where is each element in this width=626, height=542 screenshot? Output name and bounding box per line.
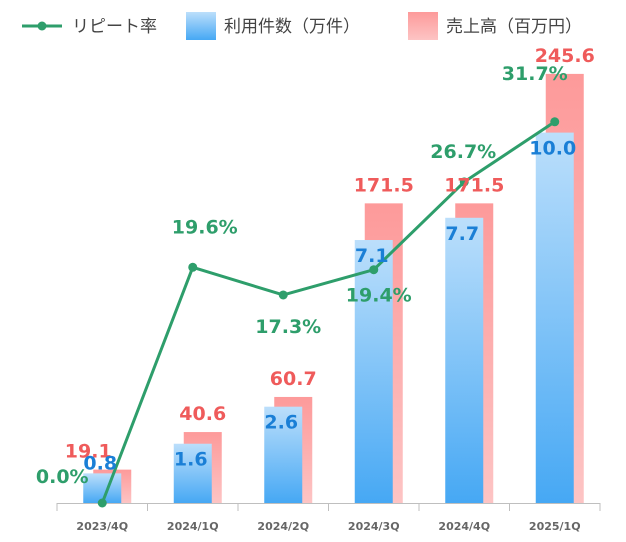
count-bar [264,406,303,503]
rate-line [97,117,560,508]
legend-count-swatch [186,12,216,40]
rate-value-label: 19.6% [172,216,238,238]
x-tick-label: 2024/3Q [348,520,400,533]
rate-line-path [100,120,556,504]
legend-label-rate: リピート率 [72,17,157,37]
count-bar [173,443,212,503]
rate-value-label: 31.7% [502,63,568,85]
x-axis-ticks: 2023/4Q 2024/1Q 2024/2Q 2024/3Q 2024/4Q 2025/… [56,503,601,533]
x-tick-label: 2024/2Q [257,520,309,533]
count-value-label: 10.0 [529,138,576,160]
sales-value-label: 40.6 [179,403,226,425]
rate-point [369,265,379,275]
sales-value-label: 171.5 [354,174,414,196]
sales-value-label: 19.1 [65,441,112,463]
rate-point [278,290,288,300]
legend-label-count: 利用件数（万件） [224,17,360,37]
count-bar [354,240,393,504]
legend: リピート率 利用件数（万件） 売上高（百万円） [22,12,582,40]
sales-value-label: 60.7 [270,368,317,390]
x-tick-label: 2024/1Q [167,520,219,533]
rate-point [550,117,560,127]
count-bars [83,132,574,504]
count-bar [445,217,484,504]
rate-point [97,498,107,508]
count-value-label: 0.8 [83,452,117,474]
count-bar [535,132,574,503]
legend-sales-swatch [408,12,438,40]
rate-value-label: 19.4% [346,285,412,307]
rate-value-label: 17.3% [255,316,321,338]
count-bar [83,473,122,503]
data-labels: 19.10.8 40.6 1.6 60.7 2.6 171.5 7.1 171.5 7.7 245… [36,45,595,488]
count-value-label: 2.6 [264,412,298,434]
sales-value-label: 171.5 [444,174,504,196]
legend-line-marker [37,21,47,31]
count-value-label: 7.7 [445,223,479,245]
rate-point [459,177,469,187]
x-tick-label: 2023/4Q [76,520,128,533]
x-tick-label: 2025/1Q [529,520,581,533]
rate-value-label: 26.7% [430,141,496,163]
rate-value-label: 0.0% [36,466,89,488]
sales-value-label: 245.6 [535,45,595,67]
x-tick-label: 2024/4Q [438,520,490,533]
count-value-label: 7.1 [355,245,389,267]
legend-label-sales: 売上高（百万円） [446,17,582,37]
sales-bars [93,73,584,504]
count-value-label: 1.6 [174,449,208,471]
rate-point [188,262,198,272]
